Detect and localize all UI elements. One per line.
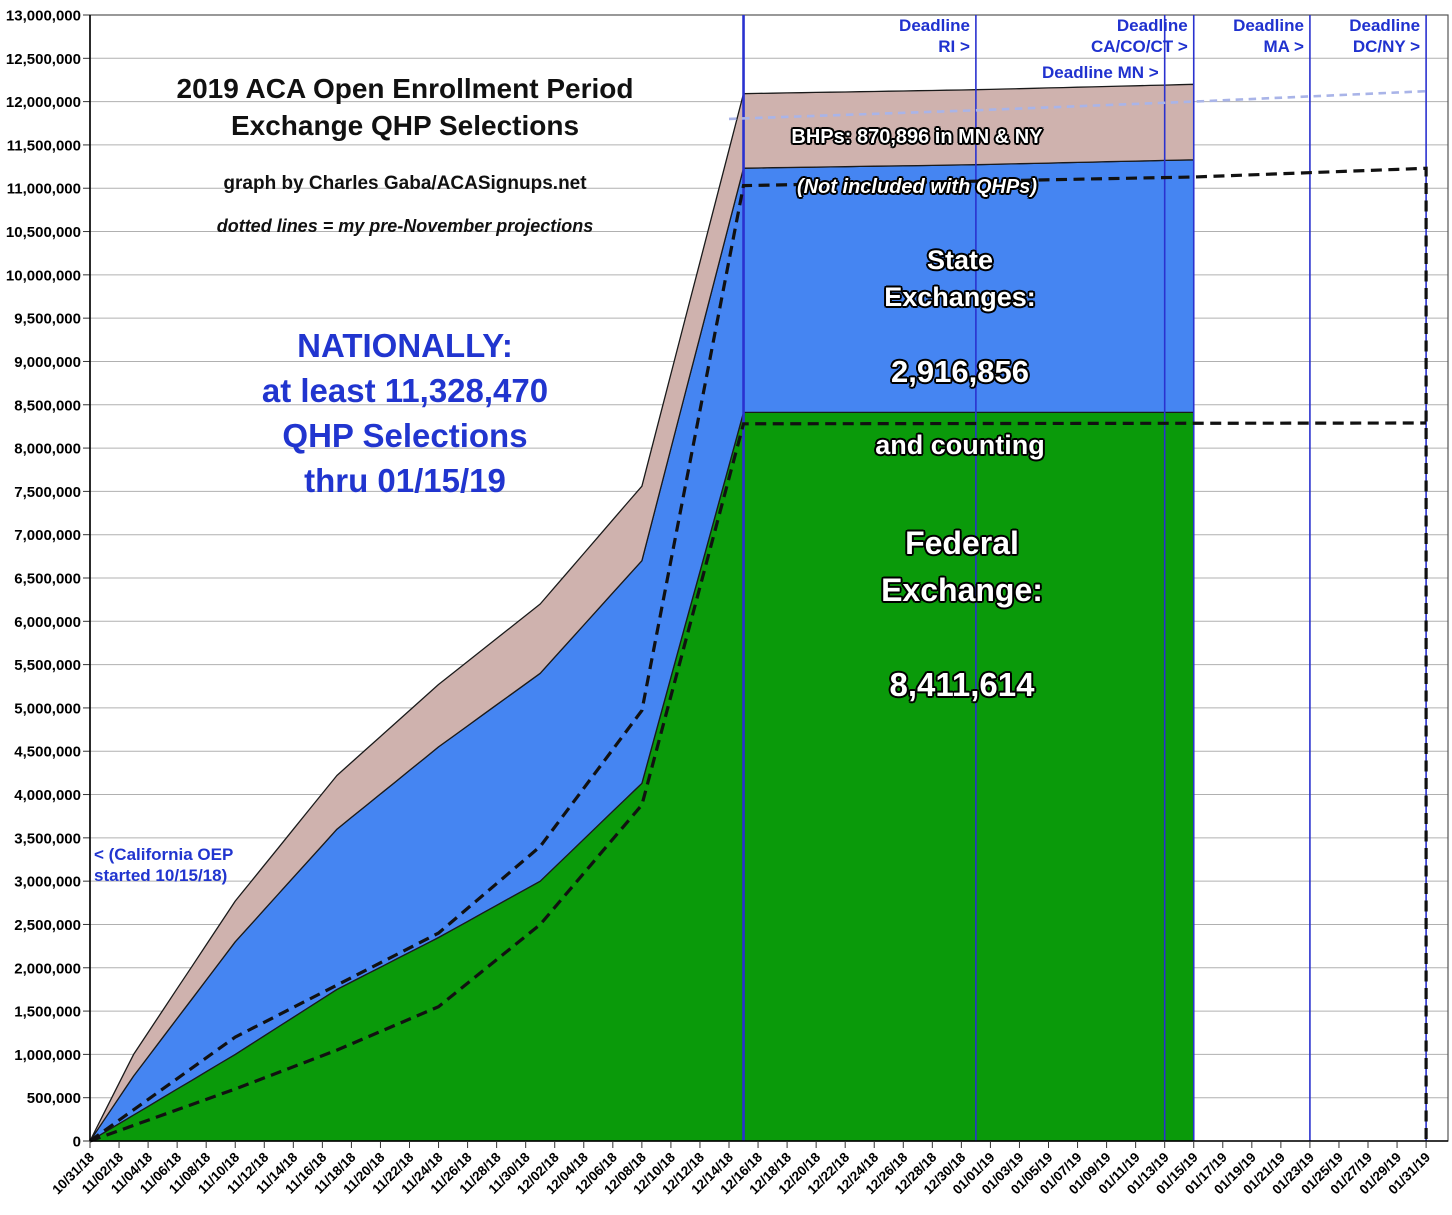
y-axis-label: 7,500,000	[14, 484, 81, 501]
y-axis-label: 8,000,000	[14, 441, 81, 458]
y-axis-label: 3,000,000	[14, 874, 81, 891]
y-axis-label: 10,500,000	[6, 224, 81, 241]
y-axis-label: 500,000	[27, 1090, 81, 1107]
y-axis-label: 13,000,000	[6, 8, 81, 25]
y-axis-label: 7,000,000	[14, 527, 81, 544]
y-axis-label: 10,000,000	[6, 267, 81, 284]
y-axis-label: 6,000,000	[14, 614, 81, 631]
federal-projection-line	[89, 421, 1427, 1143]
y-axis-label: 12,000,000	[6, 94, 81, 111]
y-axis-label: 4,500,000	[14, 744, 81, 761]
y-axis-label: 2,000,000	[14, 960, 81, 977]
y-axis-label: 6,500,000	[14, 571, 81, 588]
y-axis-label: 8,500,000	[14, 397, 81, 414]
total-qhp-projection-line	[89, 166, 1428, 1143]
y-axis-label: 2,500,000	[14, 917, 81, 934]
y-axis-label: 11,500,000	[7, 137, 81, 154]
y-axis-label: 1,000,000	[14, 1047, 81, 1064]
y-axis-label: 9,000,000	[14, 354, 81, 371]
qhp-plus-bhp-projection-line	[728, 89, 1427, 121]
y-axis-label: 9,500,000	[14, 311, 81, 328]
y-axis-label: 12,500,000	[6, 51, 81, 68]
y-axis-label: 1,500,000	[14, 1004, 81, 1021]
y-axis-label: 5,500,000	[14, 657, 81, 674]
y-axis-label: 11,000,000	[7, 181, 81, 198]
y-axis-label: 0	[73, 1134, 81, 1151]
y-axis-label: 5,000,000	[14, 700, 81, 717]
y-axis-label: 4,000,000	[14, 787, 81, 804]
y-axis-label: 3,500,000	[14, 830, 81, 847]
